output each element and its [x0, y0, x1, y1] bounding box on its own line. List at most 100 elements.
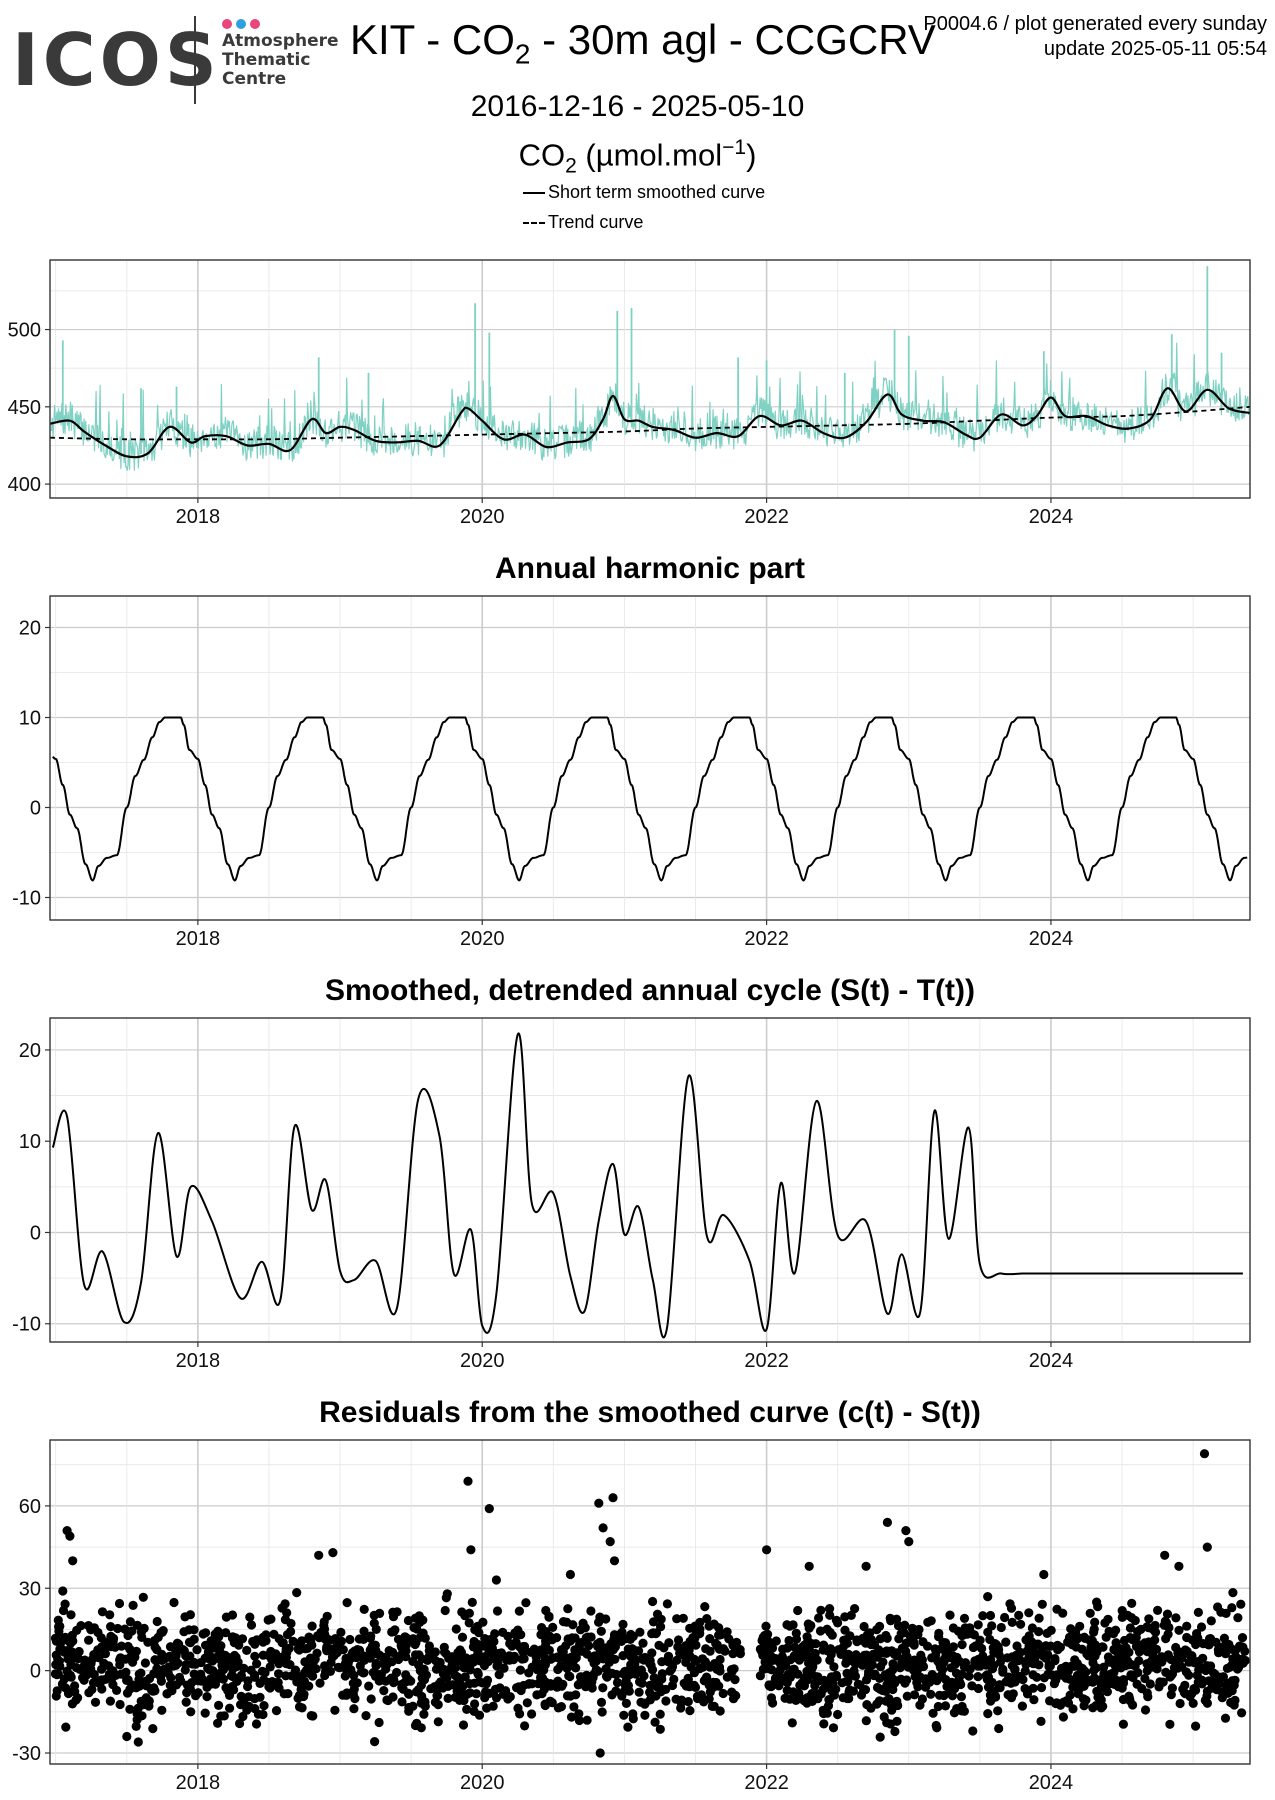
residual-point	[1082, 1649, 1092, 1659]
residual-point	[366, 1631, 376, 1641]
residual-point	[1024, 1608, 1034, 1618]
residual-point	[231, 1633, 241, 1643]
residual-point	[122, 1688, 133, 1698]
residual-point	[1039, 1673, 1049, 1683]
residual-point	[1184, 1657, 1194, 1667]
residual-point	[565, 1671, 575, 1682]
residual-point	[115, 1699, 125, 1710]
residual-point	[1034, 1660, 1044, 1670]
residual-point	[909, 1690, 920, 1700]
residual-point	[859, 1621, 869, 1632]
residual-point	[62, 1646, 72, 1656]
residual-point	[105, 1610, 115, 1620]
residual-point	[277, 1603, 287, 1613]
residual-point	[595, 1637, 605, 1647]
residual-point	[1066, 1624, 1076, 1634]
residual-point	[728, 1649, 738, 1659]
residual-outlier-point	[466, 1545, 476, 1555]
residual-point	[294, 1641, 304, 1651]
residual-point	[596, 1626, 606, 1636]
residual-outlier-point	[68, 1556, 78, 1566]
residual-point	[774, 1681, 784, 1691]
residual-point	[664, 1638, 674, 1648]
residual-point	[822, 1708, 832, 1718]
residual-point	[1117, 1612, 1127, 1622]
residual-point	[174, 1672, 185, 1682]
residual-point	[250, 1672, 260, 1682]
residual-point	[1175, 1698, 1185, 1709]
plot-background	[50, 260, 1250, 498]
residual-point	[491, 1693, 502, 1703]
residual-point	[933, 1701, 943, 1712]
residual-point	[691, 1640, 701, 1650]
residual-point	[86, 1625, 96, 1635]
residual-point	[1126, 1671, 1136, 1681]
residual-point	[482, 1675, 493, 1685]
residual-point	[401, 1646, 411, 1656]
residual-point	[965, 1664, 975, 1674]
residual-point	[184, 1637, 195, 1647]
residual-point	[652, 1609, 663, 1619]
residual-point	[804, 1623, 814, 1633]
residual-point	[1052, 1604, 1062, 1614]
x-tick-label: 2020	[460, 928, 505, 950]
residual-point	[302, 1665, 312, 1675]
residual-point	[768, 1655, 778, 1665]
residual-point	[308, 1711, 318, 1721]
residual-point	[348, 1678, 358, 1688]
residual-point	[345, 1634, 355, 1645]
residual-point	[953, 1676, 964, 1686]
residual-point	[105, 1696, 115, 1706]
residual-point	[52, 1686, 62, 1696]
residual-point	[562, 1691, 573, 1701]
residual-point	[886, 1700, 896, 1710]
residual-point	[226, 1671, 236, 1681]
residual-point	[1236, 1599, 1246, 1609]
residual-point	[1206, 1616, 1216, 1626]
residual-point	[553, 1664, 563, 1675]
residual-point	[292, 1588, 302, 1598]
residual-outlier-point	[463, 1476, 473, 1486]
plot-border	[49, 1439, 1251, 1765]
plot-background	[50, 1018, 1250, 1342]
x-tick-label: 2018	[176, 928, 221, 950]
residual-point	[234, 1640, 244, 1650]
residual-point	[591, 1656, 602, 1666]
residual-point	[1160, 1616, 1170, 1626]
residual-point	[657, 1657, 667, 1667]
residual-outlier-point	[1199, 1449, 1210, 1459]
x-tick-label: 2024	[1029, 928, 1074, 950]
residual-point	[985, 1610, 996, 1621]
residual-point	[990, 1639, 1000, 1649]
residual-point	[998, 1664, 1008, 1674]
residual-point	[690, 1682, 701, 1692]
residual-point	[905, 1631, 915, 1641]
residual-point	[832, 1671, 842, 1682]
residual-point	[662, 1599, 673, 1609]
residual-point	[1194, 1665, 1204, 1675]
residual-point	[651, 1691, 661, 1701]
residual-point	[238, 1711, 248, 1722]
residual-point	[478, 1617, 488, 1627]
residual-point	[917, 1655, 928, 1665]
residual-point	[53, 1615, 63, 1625]
y-tick-label: 60	[19, 1496, 41, 1518]
y-tick-label: 500	[8, 320, 41, 342]
residual-point	[1113, 1682, 1124, 1692]
residual-point	[527, 1679, 537, 1689]
residual-point	[140, 1658, 150, 1668]
residual-point	[1206, 1661, 1216, 1671]
residual-point	[304, 1632, 314, 1642]
residual-point	[370, 1737, 380, 1747]
residual-point	[336, 1627, 346, 1637]
residual-point	[959, 1706, 970, 1716]
residual-point	[479, 1641, 489, 1651]
residual-point	[690, 1633, 700, 1643]
residual-point	[798, 1642, 808, 1652]
legend-item-smoothed: Short term smoothed curve	[523, 178, 765, 208]
residual-point	[522, 1698, 532, 1708]
residual-point	[918, 1637, 928, 1647]
residual-point	[369, 1618, 379, 1628]
residual-point	[1037, 1643, 1047, 1653]
residual-point	[157, 1649, 167, 1659]
